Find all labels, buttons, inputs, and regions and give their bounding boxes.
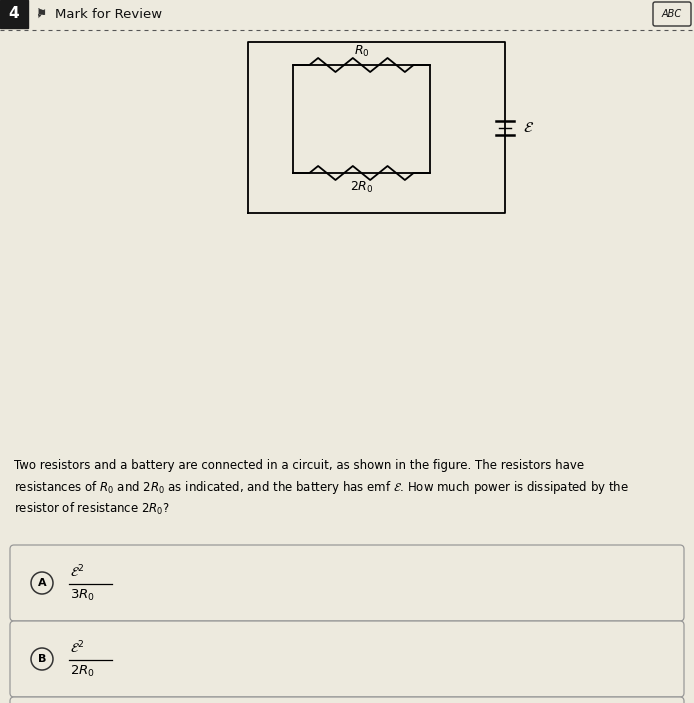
Text: $\mathcal{E}^2$: $\mathcal{E}^2$ (70, 640, 85, 657)
Text: Mark for Review: Mark for Review (55, 8, 162, 20)
FancyBboxPatch shape (10, 621, 684, 697)
Text: resistances of $R_0$ and $2R_0$ as indicated, and the battery has emf $\mathcal{: resistances of $R_0$ and $2R_0$ as indic… (14, 479, 629, 496)
Text: $2R_0$: $2R_0$ (350, 179, 373, 195)
Text: $3R_0$: $3R_0$ (70, 588, 95, 602)
Text: ⚑: ⚑ (36, 8, 48, 20)
Text: 4: 4 (9, 6, 19, 22)
Bar (0, 0, 28, 28)
Text: ✓: ✓ (36, 7, 48, 21)
FancyBboxPatch shape (10, 545, 684, 621)
Text: resistor of resistance $2R_0$?: resistor of resistance $2R_0$? (14, 501, 170, 517)
Text: $R_0$: $R_0$ (354, 44, 369, 58)
Text: A: A (37, 578, 46, 588)
Text: $2R_0$: $2R_0$ (70, 664, 95, 678)
Text: $\mathcal{E}$: $\mathcal{E}$ (523, 120, 534, 135)
Bar (0, 0, 694, 28)
Text: Two resistors and a battery are connected in a circuit, as shown in the figure. : Two resistors and a battery are connecte… (14, 458, 584, 472)
Text: ABC: ABC (662, 9, 682, 19)
FancyBboxPatch shape (10, 697, 684, 703)
FancyBboxPatch shape (653, 2, 691, 26)
Text: B: B (37, 654, 46, 664)
Text: $\mathcal{E}^2$: $\mathcal{E}^2$ (70, 564, 85, 580)
